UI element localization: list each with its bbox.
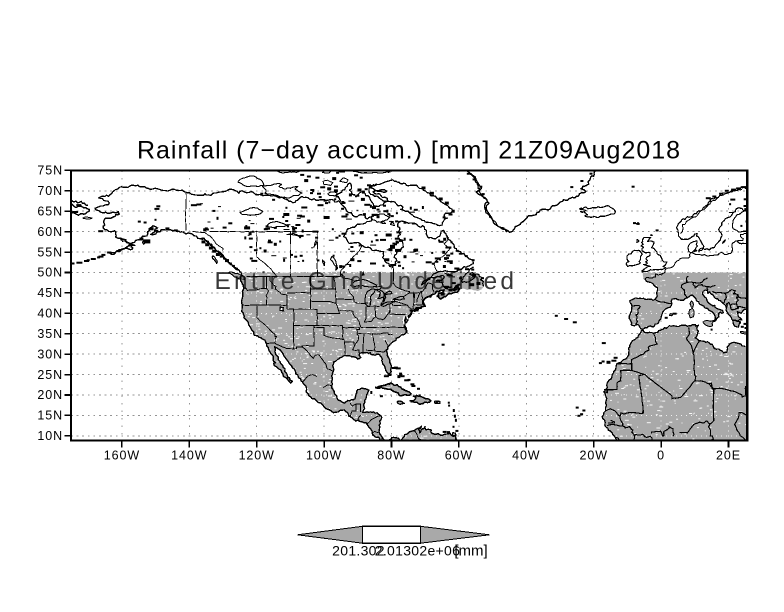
svg-text:15N: 15N xyxy=(37,409,63,423)
svg-text:20W: 20W xyxy=(579,449,607,463)
svg-text:55N: 55N xyxy=(37,245,63,259)
svg-text:120W: 120W xyxy=(239,449,275,463)
svg-text:2.01302e+06: 2.01302e+06 xyxy=(375,543,460,559)
svg-text:70N: 70N xyxy=(37,184,63,198)
svg-text:25N: 25N xyxy=(37,368,63,382)
svg-text:35N: 35N xyxy=(37,327,63,341)
svg-text:40N: 40N xyxy=(37,307,63,321)
svg-text:40W: 40W xyxy=(512,449,540,463)
svg-text:10N: 10N xyxy=(37,429,63,443)
svg-text:80W: 80W xyxy=(377,449,405,463)
svg-text:60N: 60N xyxy=(37,225,63,239)
svg-text:60W: 60W xyxy=(445,449,473,463)
svg-text:30N: 30N xyxy=(37,347,63,361)
svg-text:75N: 75N xyxy=(37,164,63,178)
svg-text:50N: 50N xyxy=(37,266,63,280)
svg-text:[mm]: [mm] xyxy=(454,543,487,560)
svg-text:Rainfall (7−day accum.) [mm] 2: Rainfall (7−day accum.) [mm] 21Z09Aug201… xyxy=(137,137,680,165)
svg-text:201.302: 201.302 xyxy=(332,543,385,559)
svg-text:100W: 100W xyxy=(306,449,342,463)
svg-text:20E: 20E xyxy=(716,449,741,463)
svg-text:20N: 20N xyxy=(37,388,63,402)
svg-text:65N: 65N xyxy=(37,204,63,218)
svg-text:0: 0 xyxy=(657,449,665,463)
svg-text:140W: 140W xyxy=(171,449,207,463)
svg-text:45N: 45N xyxy=(37,286,63,300)
svg-text:160W: 160W xyxy=(104,449,140,463)
